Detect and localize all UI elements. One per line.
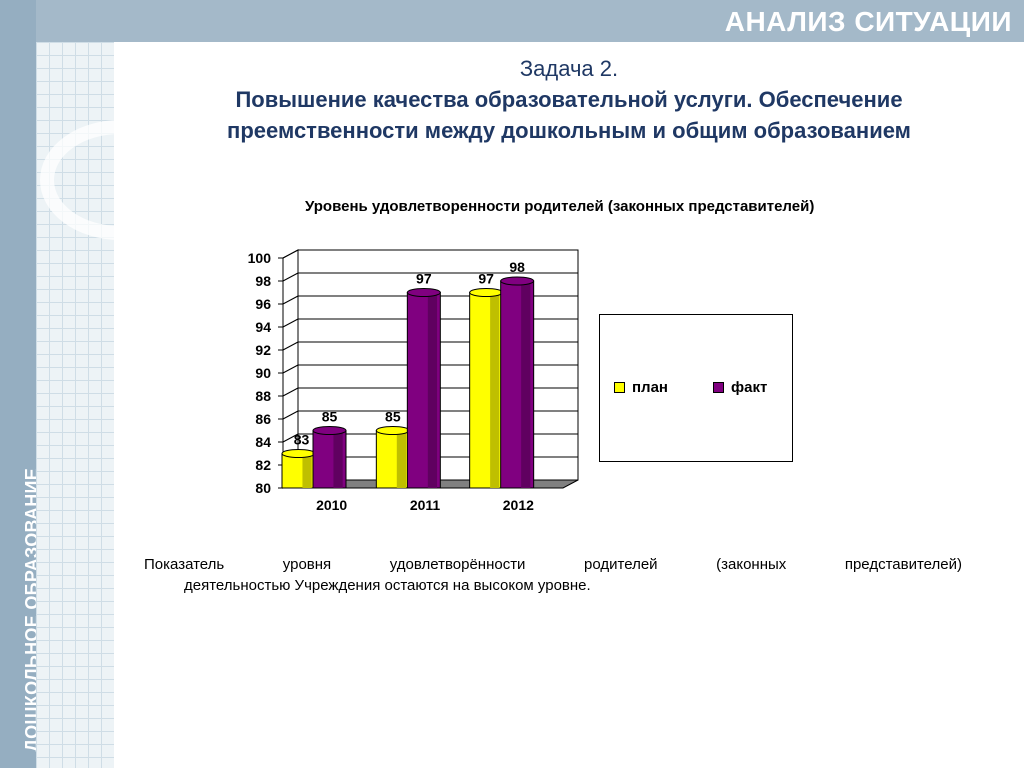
gridline-side xyxy=(282,387,299,397)
legend-label-plan: план xyxy=(632,379,668,396)
conclusion-word: удовлетворённости xyxy=(389,556,526,573)
x-tick-label: 2012 xyxy=(503,497,534,513)
y-tick-label: 94 xyxy=(255,319,271,335)
x-tick-label: 2010 xyxy=(316,497,347,513)
bar-shade xyxy=(333,430,343,488)
conclusion-word: представителей) xyxy=(844,556,962,573)
bar-shade xyxy=(490,292,500,488)
y-tick-label: 92 xyxy=(255,342,271,358)
gridline-side xyxy=(282,272,299,282)
gridline-side xyxy=(282,410,299,420)
y-tick-label: 84 xyxy=(255,434,271,450)
x-tick-label: 2011 xyxy=(410,497,441,513)
gridline-side xyxy=(282,318,299,328)
bar-top xyxy=(375,426,410,435)
bar-top xyxy=(500,276,535,286)
legend-item-plan: план xyxy=(614,379,668,396)
task-title-line-2: преемственности между дошкольным и общим… xyxy=(227,118,911,143)
gridline-side xyxy=(282,295,299,305)
chart-title: Уровень удовлетворенности родителей (зак… xyxy=(305,198,815,215)
bar-top xyxy=(281,449,316,458)
data-label: 83 xyxy=(294,432,310,448)
header-title: АНАЛИЗ СИТУАЦИИ xyxy=(724,6,1012,37)
task-title-line-1: Повышение качества образовательной услуг… xyxy=(235,87,903,112)
y-tick-label: 88 xyxy=(255,388,271,404)
data-label: 85 xyxy=(385,409,401,425)
y-tick-label: 96 xyxy=(255,296,271,312)
data-label: 97 xyxy=(478,271,494,287)
conclusion-word: уровня xyxy=(282,556,332,573)
bar-shade xyxy=(302,453,312,488)
data-label: 97 xyxy=(416,271,432,287)
data-label: 98 xyxy=(509,259,525,275)
bar-top xyxy=(312,426,347,435)
gridline-side xyxy=(282,433,299,443)
chart-legend: план факт xyxy=(599,314,793,462)
conclusion-text: Показатель уровня удовлетворённости роди… xyxy=(144,554,962,596)
gridline-side xyxy=(282,249,299,259)
header-bar: АНАЛИЗ СИТУАЦИИ xyxy=(0,0,1024,42)
task-number: Задача 2. xyxy=(519,56,619,81)
legend-swatch-fact xyxy=(713,382,724,393)
bar-top xyxy=(469,288,504,297)
y-tick-label: 98 xyxy=(255,273,271,289)
gridline-side xyxy=(282,364,299,374)
legend-item-fact: факт xyxy=(713,379,767,396)
conclusion-line-1: Показатель уровня удовлетворённости роди… xyxy=(144,554,962,575)
y-tick-label: 86 xyxy=(255,411,271,427)
conclusion-word: Показатель xyxy=(144,556,225,573)
sidebar-strip: ДОШКОЛЬНОЕ ОБРАЗОВАНИЕ xyxy=(0,0,42,768)
legend-label-fact: факт xyxy=(731,379,768,396)
bar-shade xyxy=(427,292,438,488)
y-tick-label: 82 xyxy=(255,457,271,473)
y-tick-label: 80 xyxy=(255,480,271,496)
y-tick-label: 90 xyxy=(255,365,271,381)
conclusion-line-2: деятельностью Учреждения остаются на выс… xyxy=(184,577,591,594)
conclusion-word: родителей xyxy=(584,556,658,573)
bar-shade xyxy=(396,430,407,488)
bar-top xyxy=(406,288,441,297)
data-label: 85 xyxy=(322,409,338,425)
legend-swatch-plan xyxy=(614,382,625,393)
task-title: Повышение качества образовательной услуг… xyxy=(114,84,1024,146)
conclusion-word: (законных xyxy=(716,556,787,573)
bar-shade xyxy=(521,281,531,488)
gridline-side xyxy=(282,341,299,351)
y-tick-label: 100 xyxy=(248,250,272,266)
